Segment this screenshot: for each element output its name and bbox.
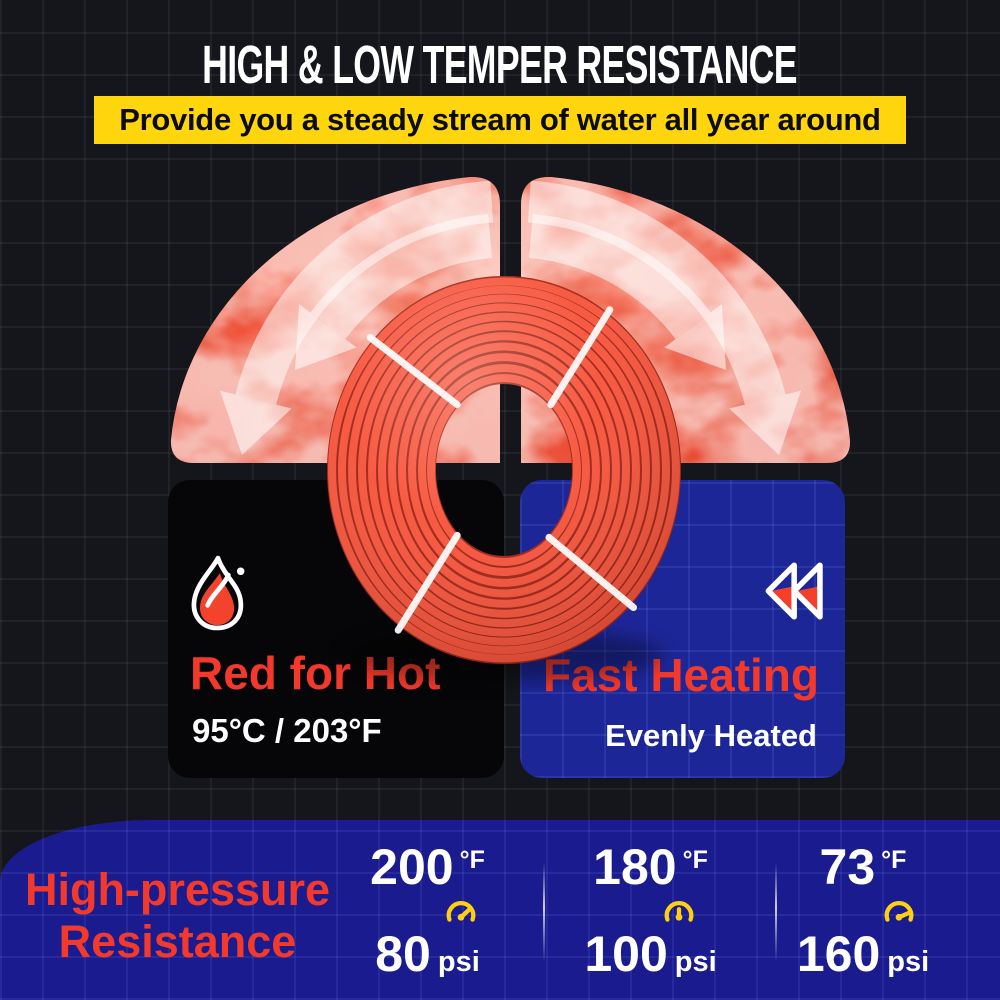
fast-rewind-icon [765,562,823,620]
temp-value: 180 [593,839,677,895]
speedometer-icon [884,901,914,922]
temp-value: 200 [370,839,454,895]
spec-column-3: 73 °F 160 psi [778,832,948,992]
flame-icon [191,555,245,631]
pressure-value: 160 [796,926,881,982]
page-title: HIGH & LOW TEMPER RESISTANCE [202,35,798,95]
pressure-unit: psi [887,946,930,978]
temp-unit: °F [881,846,907,874]
subtitle-banner: Provide you a steady stream of water all… [94,96,906,144]
speedometer-icon [446,901,476,922]
pressure-value: 80 [375,926,431,982]
spec-column-2: 180 °F 100 psi [558,832,743,992]
speedometer-icon [664,901,694,922]
pressure-unit: psi [674,946,717,978]
temp-value: 73 [819,839,876,895]
pressure-unit: psi [437,946,480,978]
hot-card-detail: 95°C / 203°F [192,712,382,749]
pressure-heading: High-pressure Resistance [10,864,345,968]
feature-card-red-for-hot: Red for Hot 95°C / 203°F [168,480,504,778]
subtitle-text: Provide you a steady stream of water all… [119,102,881,137]
spec-divider [775,862,777,962]
fast-card-title: Fast Heating [542,649,819,701]
pressure-value: 100 [584,926,668,982]
temp-unit: °F [682,846,708,874]
pressure-heading-line2: Resistance [58,916,297,967]
hot-card-title: Red for Hot [190,647,441,699]
temp-unit: °F [459,846,485,874]
feature-card-fast-heating: Fast Heating Evenly Heated [520,480,845,778]
pressure-heading-line1: High-pressure [24,864,331,915]
pressure-resistance-panel: High-pressure Resistance 200 °F 80 psi 180… [0,820,1000,1000]
fast-card-detail: Evenly Heated [605,718,817,753]
spec-divider [543,862,545,962]
spec-column-1: 200 °F 80 psi [340,832,515,992]
